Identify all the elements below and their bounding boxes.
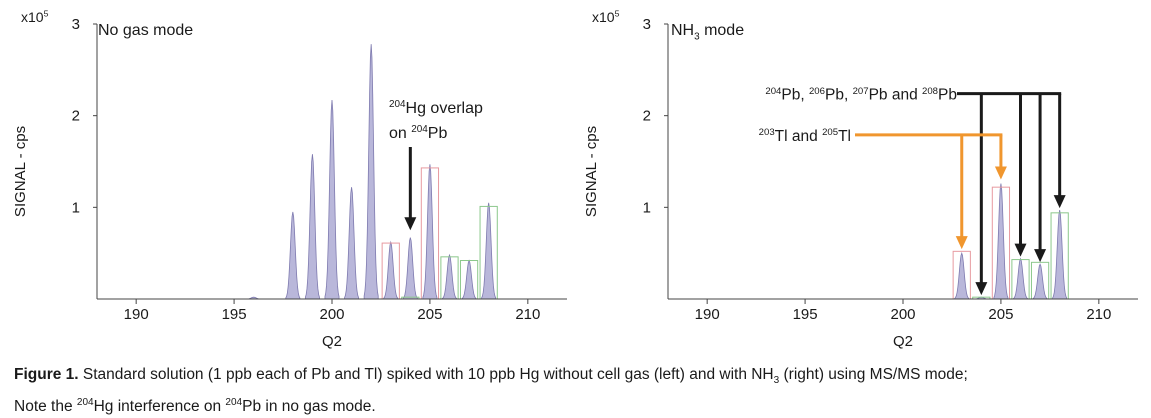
text-run: Pb, <box>781 87 809 104</box>
pb-isotopes-label: 204​Pb, 206​Pb, 207​Pb and 208​Pb <box>765 86 957 104</box>
peak-202 <box>363 44 379 300</box>
hg-overlap-label-line2: on 204​Pb <box>389 124 447 142</box>
x-tick-label: 200 <box>890 306 915 323</box>
panel-left: 190 195 200 205 210 1 2 3 x105​ SIGNAL - cps Q2 No … <box>12 9 567 350</box>
y-scale-label: x105​ <box>21 9 49 25</box>
superscript: 203 <box>759 127 775 138</box>
peak-200 <box>324 100 340 300</box>
text-run: Pb <box>428 125 448 142</box>
superscript: 5 <box>615 9 620 19</box>
x-tick-label: 195 <box>222 306 247 323</box>
hg-overlap-arrow-head <box>404 217 417 231</box>
x-tick-label: 190 <box>124 306 149 323</box>
tl-arrow-head-205 <box>994 166 1007 180</box>
y-tick-label: 2 <box>643 108 651 125</box>
superscript: 208 <box>922 86 938 97</box>
caption-sup-1: 204 <box>76 397 94 409</box>
x-tick-label: 210 <box>515 306 540 323</box>
x-tick-label: 200 <box>319 306 344 323</box>
hg-overlap-label-line1: 204​Hg overlap <box>389 99 483 117</box>
caption-text-3: Note the <box>14 398 77 416</box>
superscript: 5 <box>44 9 49 19</box>
superscript: 204 <box>389 99 406 110</box>
tl-arrow-head-203 <box>955 236 968 250</box>
peak-206 <box>442 253 457 300</box>
text-run: x10 <box>21 9 44 25</box>
peak-204 <box>402 237 418 300</box>
peak-203 <box>954 251 970 300</box>
superscript: 207 <box>853 86 869 97</box>
x-tick-label: 195 <box>793 306 818 323</box>
peak-207 <box>1032 263 1048 300</box>
text-run: Tl and <box>775 128 822 145</box>
tl-isotopes-label: 203​Tl and 205​Tl <box>759 127 851 145</box>
text-run: Pb, <box>825 87 853 104</box>
x-tick-label: 210 <box>1086 306 1111 323</box>
text-run: Pb and <box>869 87 922 104</box>
mode-label: No gas mode <box>98 22 193 39</box>
caption-text-2: (right) using MS/MS mode; <box>779 366 968 383</box>
caption-sub: 3 <box>773 375 780 387</box>
caption-text-1: Standard solution (1 ppb each of Pb and … <box>78 366 774 383</box>
subscript: 3 <box>694 31 700 42</box>
pb-arrow-head-208 <box>1053 195 1066 209</box>
superscript: 204 <box>411 124 428 135</box>
y-tick-label: 3 <box>72 16 80 33</box>
pb-arrow-head-207 <box>1034 249 1047 263</box>
text-run: Tl <box>838 128 851 145</box>
superscript: 206 <box>809 86 825 97</box>
y-scale-label: x105​ <box>592 9 620 25</box>
text-run: NH <box>671 22 694 39</box>
pb-arrow-head-204 <box>975 282 988 296</box>
peak-207 <box>461 259 477 300</box>
y-axis-label: SIGNAL - cps <box>583 126 600 217</box>
peak-198 <box>285 211 301 300</box>
superscript: 204 <box>765 86 782 97</box>
y-tick-label: 1 <box>72 199 80 216</box>
text-run: on <box>389 125 411 142</box>
y-tick-label: 2 <box>72 108 80 125</box>
peak-199 <box>304 154 320 300</box>
peak-205 <box>993 183 1009 300</box>
caption-label: Figure 1. <box>14 366 79 383</box>
mode-label: NH3​ mode <box>671 22 744 42</box>
peak-206 <box>1013 257 1028 300</box>
x-tick-label: 205 <box>417 306 442 323</box>
x-axis-label: Q2 <box>322 333 342 350</box>
peak-201 <box>344 187 360 300</box>
text-run: Hg overlap <box>406 100 483 117</box>
pb-arrow-head-206 <box>1014 243 1027 257</box>
x-tick-label: 205 <box>988 306 1013 323</box>
peak-205 <box>422 164 438 300</box>
y-tick-label: 3 <box>643 16 651 33</box>
peak-208 <box>1052 210 1068 300</box>
peak-203 <box>383 240 399 300</box>
text-run: Pb <box>938 87 957 104</box>
text-run: x10 <box>592 9 615 25</box>
figure-caption: Figure 1. Standard solution (1 ppb each … <box>14 364 1144 418</box>
peak-208 <box>481 202 497 300</box>
x-axis-label: Q2 <box>893 333 913 350</box>
caption-sup-2: 204 <box>225 397 243 409</box>
text-run: mode <box>700 22 745 39</box>
superscript: 205 <box>822 127 838 138</box>
caption-text-5: Pb in no gas mode. <box>242 398 376 416</box>
x-tick-label: 190 <box>695 306 720 323</box>
y-axis-label: SIGNAL - cps <box>12 126 29 217</box>
caption-text-4: Hg interference on <box>93 398 226 416</box>
y-tick-label: 1 <box>643 199 651 216</box>
